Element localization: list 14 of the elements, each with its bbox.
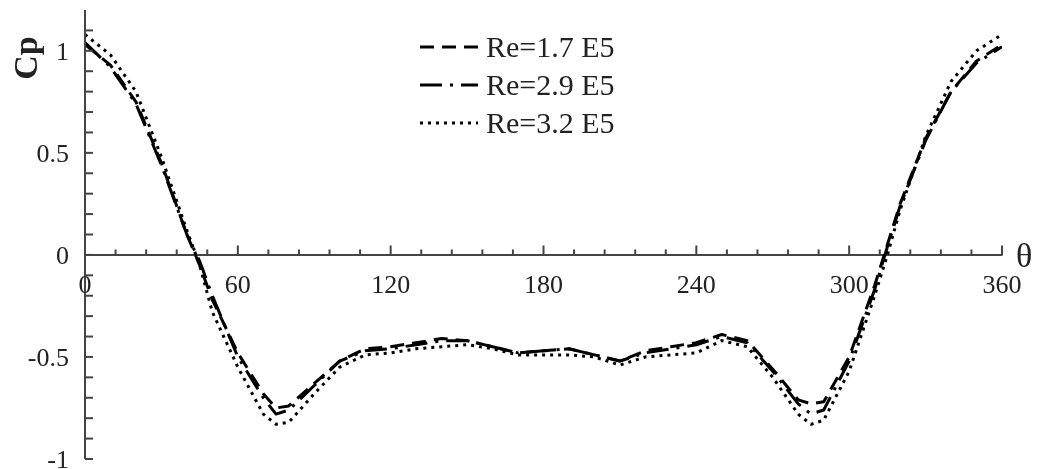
y-tick-label: -1 xyxy=(47,445,69,469)
legend-label: Re=1.7 E5 xyxy=(486,30,615,64)
x-tick-label: 180 xyxy=(524,270,563,300)
y-tick-label: 0 xyxy=(56,240,69,270)
legend-label: Re=3.2 E5 xyxy=(486,106,615,140)
y-tick-label: -0.5 xyxy=(27,342,69,372)
y-axis-title: Cp xyxy=(7,36,44,80)
legend-label: Re=2.9 E5 xyxy=(486,68,615,102)
x-tick-label: 240 xyxy=(676,270,716,300)
x-tick-label: 60 xyxy=(224,270,251,300)
x-tick-label: 120 xyxy=(371,270,411,300)
x-tick-label: 300 xyxy=(829,270,869,300)
y-tick-label: 0.5 xyxy=(36,138,69,168)
y-tick-label: 1 xyxy=(56,36,69,66)
